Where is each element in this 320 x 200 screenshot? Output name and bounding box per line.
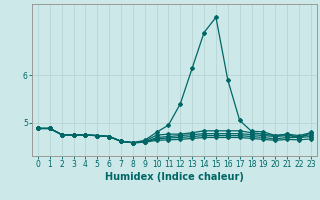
X-axis label: Humidex (Indice chaleur): Humidex (Indice chaleur) [105, 172, 244, 182]
